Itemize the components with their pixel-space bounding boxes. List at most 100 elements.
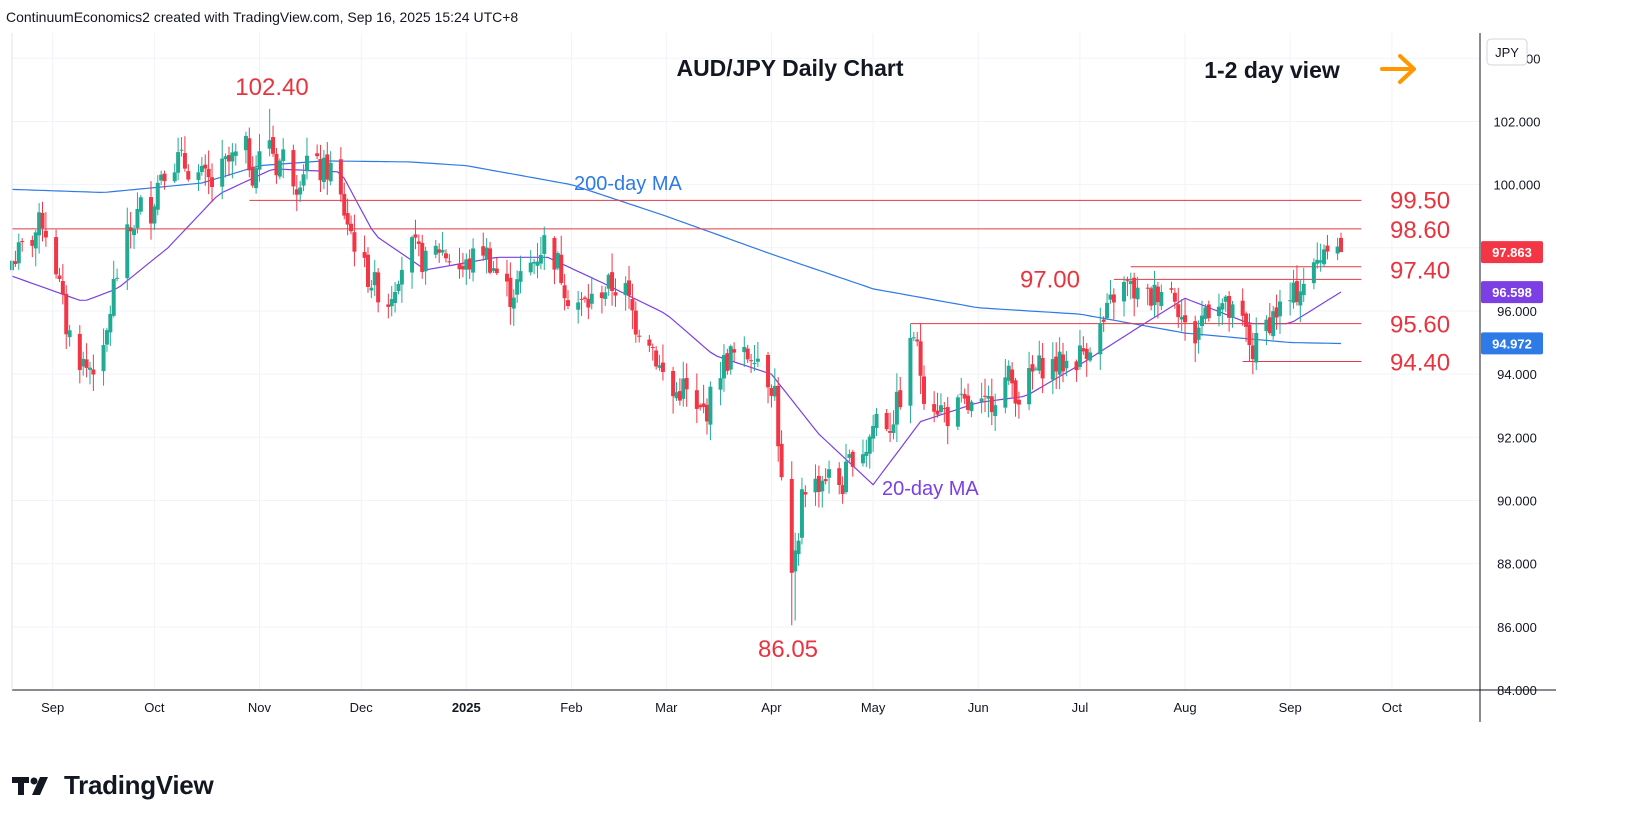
- candle-up: [484, 238, 489, 274]
- candle-body: [318, 159, 323, 181]
- candle-down: [654, 346, 659, 370]
- candle-body: [1149, 288, 1154, 306]
- candle-up: [108, 305, 113, 346]
- candle-body: [989, 396, 994, 413]
- candle-down: [1111, 288, 1116, 320]
- candle-body: [1318, 260, 1323, 263]
- candle-down: [182, 136, 187, 172]
- candle-down: [1040, 343, 1045, 394]
- candle-up: [1315, 242, 1320, 269]
- candle-down: [898, 376, 903, 410]
- candle-up: [254, 155, 259, 194]
- candle-body: [755, 358, 760, 362]
- candle-body: [488, 248, 493, 273]
- y-tick-label: 86.000: [1497, 620, 1537, 635]
- candle-down: [1267, 303, 1272, 336]
- candle-body: [1132, 277, 1137, 299]
- candle-body: [1033, 368, 1038, 370]
- candle-down: [488, 241, 493, 275]
- candle-down: [1169, 281, 1174, 294]
- candle-body: [1264, 319, 1269, 332]
- chart-axes: 104.000102.000100.00098.00096.00094.0009…: [11, 33, 1556, 722]
- candle-down: [494, 257, 499, 276]
- candle-down: [1132, 272, 1137, 317]
- candle-down: [705, 398, 710, 435]
- candle-body: [942, 408, 947, 410]
- candle-body: [650, 346, 655, 348]
- candle-up: [542, 226, 547, 271]
- candle-down: [1101, 316, 1106, 332]
- candle-body: [37, 212, 42, 236]
- candle-up: [847, 449, 852, 462]
- candle-body: [64, 293, 69, 335]
- candle-up: [532, 258, 537, 275]
- candle-body: [226, 155, 231, 162]
- tradingview-logo[interactable]: TradingView: [12, 770, 214, 801]
- candle-body: [867, 436, 872, 454]
- candle-body: [115, 277, 120, 279]
- candle-body: [437, 249, 442, 253]
- candle-body: [247, 138, 252, 171]
- candle-body: [979, 398, 984, 402]
- candle-body: [918, 341, 923, 376]
- candle-body: [874, 413, 879, 429]
- candle-body: [1193, 321, 1198, 344]
- y-tick-label: 100.000: [1494, 178, 1541, 193]
- candle-down: [884, 408, 889, 432]
- candle-body: [413, 234, 418, 238]
- candle-body: [1183, 315, 1188, 323]
- candle-body: [81, 358, 86, 367]
- candle-body: [43, 230, 48, 238]
- candle-up: [871, 414, 876, 452]
- candle-body: [230, 152, 235, 162]
- candle-body: [589, 293, 594, 304]
- candle-body: [708, 386, 713, 425]
- candle-down: [671, 366, 676, 414]
- y-tick-label: 94.000: [1497, 367, 1537, 382]
- candle-down: [1274, 294, 1279, 330]
- candle-down: [942, 402, 947, 423]
- candle-up: [1264, 315, 1269, 346]
- candle-down: [1084, 343, 1089, 377]
- candle-body: [1250, 345, 1255, 360]
- candle-body: [460, 266, 465, 270]
- candle-body: [1227, 295, 1232, 318]
- candle-body: [966, 395, 971, 410]
- candle-body: [742, 346, 747, 353]
- candle-up: [1057, 337, 1062, 390]
- candle-body: [847, 454, 852, 458]
- candle-up: [410, 235, 415, 289]
- candle-down: [803, 485, 808, 508]
- candle-body: [132, 229, 137, 236]
- candle-up: [1098, 307, 1103, 370]
- candle-up: [37, 203, 42, 254]
- candle-down: [352, 214, 357, 267]
- candle-body: [135, 209, 140, 228]
- candle-body: [491, 268, 496, 271]
- arrow-right-icon: [1380, 54, 1416, 84]
- candle-down: [1240, 288, 1245, 326]
- candle-body: [1199, 315, 1204, 327]
- candle-down: [630, 283, 635, 330]
- candle-body: [915, 339, 920, 342]
- candle-up: [115, 268, 120, 282]
- candle-body: [352, 232, 357, 252]
- candle-up: [196, 164, 201, 191]
- candle-down: [637, 329, 642, 343]
- candle-down: [582, 295, 587, 303]
- candle-down: [633, 301, 638, 343]
- candle-body: [54, 237, 59, 275]
- candle-body: [349, 223, 354, 232]
- candle-up: [576, 291, 581, 324]
- candle-body: [186, 171, 191, 180]
- candle-body: [776, 385, 781, 447]
- candle-body: [1244, 313, 1249, 327]
- candle-down: [1010, 362, 1015, 398]
- candle-up: [623, 276, 628, 311]
- candle-up: [752, 344, 757, 372]
- candle-down: [647, 335, 652, 353]
- candle-up: [67, 324, 72, 347]
- candle-body: [1016, 399, 1021, 405]
- candle-up: [298, 181, 303, 203]
- candle-body: [627, 280, 632, 296]
